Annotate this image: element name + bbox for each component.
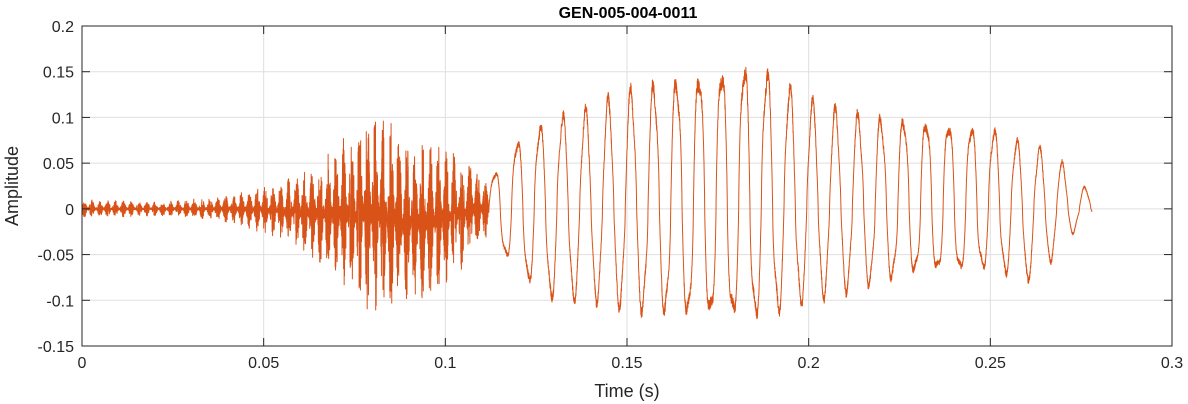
x-tick-label: 0.15: [611, 355, 642, 372]
plot-area: 0 0.05 0.1 0.15 0.2 0.25 0.3 -0.15 -0.1 -0.05 0 0.…: [38, 19, 1184, 372]
chart-title: GEN-005-004-0011: [559, 5, 698, 22]
y-tick-label: 0.05: [43, 156, 74, 173]
x-tick-label: 0: [78, 355, 87, 372]
y-tick-label: -0.05: [38, 248, 75, 265]
x-axis-label: Time (s): [594, 381, 659, 401]
x-tick-label: 0.1: [434, 355, 456, 372]
y-axis-label: Amplitude: [2, 146, 22, 226]
tick-marks: [81, 25, 1173, 347]
y-tick-label: -0.1: [46, 293, 74, 310]
x-tick-label: 0.25: [975, 355, 1006, 372]
x-tick-label: 0.2: [798, 355, 820, 372]
y-tick-label: 0.1: [52, 110, 74, 127]
y-tick-label: 0: [65, 202, 74, 219]
y-tick-label: 0.15: [43, 65, 74, 82]
x-tick-labels: 0 0.05 0.1 0.15 0.2 0.25 0.3: [78, 355, 1184, 372]
waveform-line: [81, 66, 1093, 320]
x-tick-label: 0.3: [1161, 355, 1183, 372]
x-tick-label: 0.05: [248, 355, 279, 372]
y-tick-label: -0.15: [38, 339, 75, 356]
y-tick-label: 0.2: [52, 19, 74, 36]
y-tick-labels: -0.15 -0.1 -0.05 0 0.05 0.1 0.15 0.2: [38, 19, 75, 356]
